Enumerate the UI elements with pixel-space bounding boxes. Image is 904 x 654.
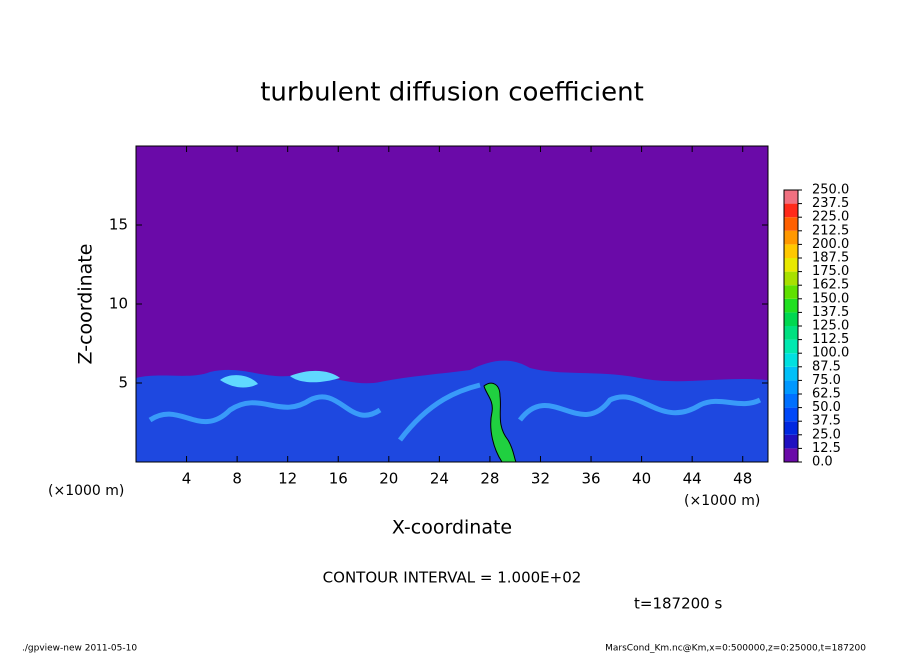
field-patch — [220, 370, 340, 388]
colorbar-label: 200.0 — [812, 237, 849, 252]
colorbar-segment — [784, 258, 798, 272]
colorbar-segment — [784, 285, 798, 299]
colorbar-segment — [784, 339, 798, 354]
colorbar-segment — [784, 244, 798, 258]
colorbar-label: 87.5 — [812, 359, 841, 374]
colorbar-segment — [784, 230, 798, 245]
colorbar-segment — [784, 407, 798, 422]
colorbar-label: 187.5 — [812, 251, 849, 266]
colorbar-label: 112.5 — [812, 332, 849, 347]
colorbar-segment — [784, 434, 798, 449]
x-tick-label: 8 — [232, 470, 242, 488]
colorbar-label: 212.5 — [812, 223, 849, 238]
colorbar-label: 162.5 — [812, 278, 849, 293]
colorbar-label: 175.0 — [812, 264, 849, 279]
colorbar-label: 75.0 — [812, 373, 841, 388]
colorbar-label: 137.5 — [812, 305, 849, 320]
colorbar-segment — [784, 312, 798, 326]
colorbar-label: 250.0 — [812, 183, 849, 198]
field-high — [483, 382, 517, 463]
colorbar-label: 150.0 — [812, 291, 849, 306]
chart-title: turbulent diffusion coefficient — [260, 78, 644, 108]
colorbar-segment — [784, 298, 798, 313]
colorbar-segment — [784, 421, 798, 435]
colorbar-label: 12.5 — [812, 441, 841, 456]
x-tick-label: 4 — [182, 470, 192, 488]
y-axis-label: Z-coordinate — [75, 244, 97, 365]
colorbar-segment — [784, 394, 798, 408]
x-axis-label: X-coordinate — [392, 517, 512, 539]
x-tick-label: 12 — [278, 470, 297, 488]
colorbar-label: 50.0 — [812, 400, 841, 415]
x-tick-label: 36 — [581, 470, 600, 488]
field — [136, 146, 768, 463]
y-tick-label: 10 — [109, 295, 128, 313]
x-tick-label: 48 — [733, 470, 752, 488]
x-tick-label: 28 — [480, 470, 499, 488]
colorbar-segment — [784, 271, 798, 286]
colorbar-segment — [784, 366, 798, 381]
colorbar-segment — [784, 380, 798, 394]
x-tick-label: 20 — [379, 470, 398, 488]
footer-right: MarsCond_Km.nc@Km,x=0:500000,z=0:25000,t… — [605, 644, 866, 654]
x-tick-label: 44 — [683, 470, 702, 488]
colorbar-segment — [784, 203, 798, 218]
colorbar-label: 37.5 — [812, 414, 841, 429]
x-tick-label: 32 — [531, 470, 550, 488]
colorbar-segment — [784, 326, 798, 340]
y-tick-label: 5 — [118, 374, 128, 392]
colorbar-label: 237.5 — [812, 196, 849, 211]
colorbar-label: 125.0 — [812, 319, 849, 334]
colorbar-label: 62.5 — [812, 387, 841, 402]
colorbar-segment — [784, 190, 798, 204]
footer-left: ./gpview-new 2011-05-10 — [22, 644, 137, 654]
x-tick-label: 24 — [430, 470, 449, 488]
contour-interval: CONTOUR INTERVAL = 1.000E+02 — [323, 569, 582, 587]
y-tick-label: 15 — [109, 216, 128, 234]
colorbar-label: 25.0 — [812, 427, 841, 442]
colorbar-segment — [784, 353, 798, 367]
x-unit-right: (×1000 m) — [684, 493, 760, 509]
time-label: t=187200 s — [634, 595, 722, 613]
colorbar-label: 0.0 — [812, 455, 833, 470]
colorbar-segment — [784, 448, 798, 462]
colorbar-label: 100.0 — [812, 346, 849, 361]
x-tick-label: 16 — [329, 470, 348, 488]
x-tick-label: 40 — [632, 470, 651, 488]
colorbar-label: 225.0 — [812, 210, 849, 225]
field-low — [136, 360, 768, 462]
field-swirl — [148, 382, 762, 442]
x-unit-left: (×1000 m) — [48, 483, 124, 499]
colorbar-segment — [784, 217, 798, 231]
